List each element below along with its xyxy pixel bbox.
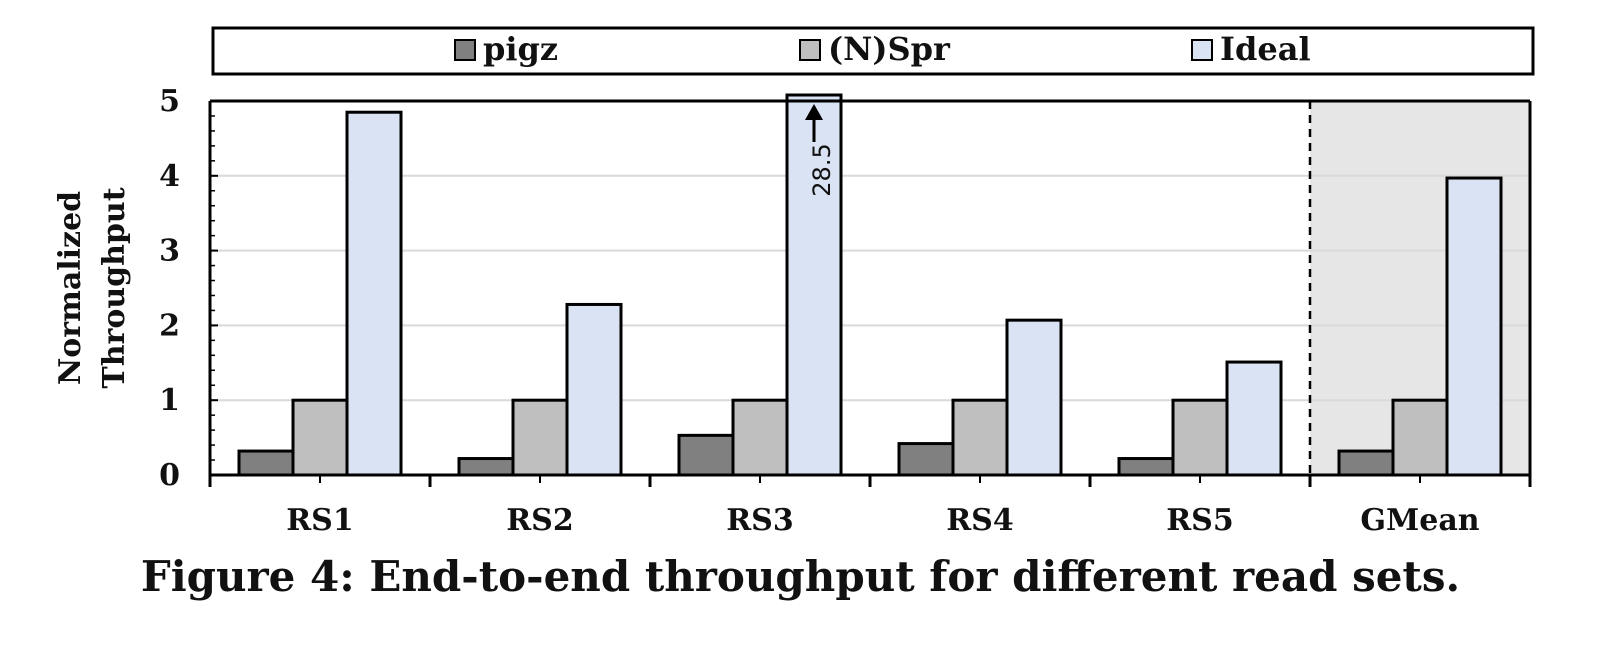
bar-rs5-nspr <box>1171 398 1229 477</box>
legend-swatch-pigz <box>454 39 476 61</box>
bar-rs2-pigz <box>457 457 515 477</box>
annotation-arrow-head <box>805 104 823 120</box>
bar-gmean-pigz <box>1337 449 1395 477</box>
y-axis-label-line-1: Normalized <box>53 191 88 385</box>
bar-rs4-pigz <box>897 442 955 477</box>
bar-rs4-nspr <box>951 398 1009 477</box>
legend-frame <box>211 26 1535 76</box>
throughput-bar-chart: pigz (N)Spr Ideal RS1 RS2 RS3 RS4 RS5 GMean 28.5… <box>53 26 1535 538</box>
bar-rs1-ideal <box>345 110 403 477</box>
category-label-rs4: RS4 <box>946 503 1013 538</box>
legend: pigz (N)Spr Ideal <box>211 26 1535 76</box>
bar-gmean-nspr <box>1391 398 1449 477</box>
legend-label-ideal: Ideal <box>1220 30 1311 68</box>
category-label-rs3: RS3 <box>726 503 793 538</box>
annotation-value-label: 28.5 <box>808 143 836 196</box>
bar-rs5-ideal <box>1225 360 1283 477</box>
bar-rs1-pigz <box>237 449 295 477</box>
bar-rs3-nspr <box>731 398 789 477</box>
y-tick-label-4: 4 <box>159 159 180 194</box>
legend-label-nspr: (N)Spr <box>828 30 951 68</box>
category-label-rs1: RS1 <box>286 503 353 538</box>
y-tick-label-0: 0 <box>159 458 180 493</box>
legend-label-pigz: pigz <box>483 30 558 68</box>
bar-rs5-pigz <box>1117 457 1175 477</box>
category-label-gmean: GMean <box>1360 503 1479 538</box>
y-tick-label-5: 5 <box>159 84 180 119</box>
y-tick-label-2: 2 <box>159 308 180 343</box>
bar-rs2-nspr <box>511 398 569 477</box>
y-axis-label-line-2: Throughput <box>97 187 132 388</box>
figure-caption: Figure 4: End-to-end throughput for diff… <box>140 552 1461 601</box>
category-label-rs5: RS5 <box>1166 503 1233 538</box>
bar-rs4-ideal <box>1005 318 1063 477</box>
y-tick-label-3: 3 <box>159 234 180 269</box>
bar-rs1-nspr <box>291 398 349 477</box>
bar-rs3-pigz <box>677 433 735 477</box>
y-tick-label-1: 1 <box>159 383 180 418</box>
legend-swatch-ideal <box>1191 39 1213 61</box>
bar-gmean-ideal <box>1445 176 1503 477</box>
legend-swatch-nspr <box>799 39 821 61</box>
category-label-rs2: RS2 <box>506 503 573 538</box>
bar-rs2-ideal <box>565 302 623 477</box>
